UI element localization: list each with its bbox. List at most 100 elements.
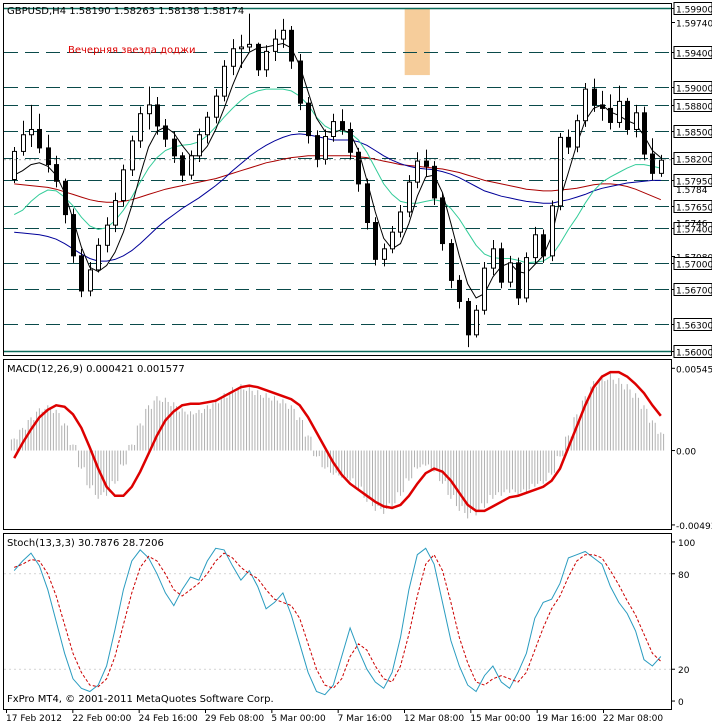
price-tick-label: 1.57650 xyxy=(676,204,712,214)
candle-bull xyxy=(105,224,110,246)
candle-bear xyxy=(608,107,613,123)
candle-bear xyxy=(46,147,51,166)
candle-bear xyxy=(466,300,471,336)
pattern-highlight-box xyxy=(404,8,430,76)
stoch-tick-label: 20 xyxy=(678,666,690,676)
price-tick-label: 1.56300 xyxy=(676,322,712,332)
price-label-box xyxy=(673,2,712,15)
copyright-text: FxPro MT4, © 2001-2011 MetaQuotes Softwa… xyxy=(7,694,274,705)
macd-tick-label: -0.00493 xyxy=(676,522,712,532)
price-tick-label: 1.59740 xyxy=(676,20,712,30)
price-tick-label: 1.56700 xyxy=(676,287,712,297)
time-tick-label: 5 Mar 00:00 xyxy=(271,714,326,724)
macd-signal-line xyxy=(13,370,662,513)
candle-bear xyxy=(289,29,294,62)
candle-bear xyxy=(499,248,504,283)
candle-bull xyxy=(558,136,563,207)
candle-bear xyxy=(650,153,655,174)
candle-bear xyxy=(348,128,353,153)
candle-bull xyxy=(273,38,278,52)
candle-bear xyxy=(440,197,445,245)
candle-bear xyxy=(592,88,597,106)
candle-bull xyxy=(113,200,118,226)
price-tick-label: 1.5784 xyxy=(676,186,708,196)
time-tick-label: 15 Mar 00:00 xyxy=(470,714,530,724)
price-label-box xyxy=(673,222,712,235)
candle-bull xyxy=(96,244,101,271)
price-tick-label: 1.57950 xyxy=(676,178,712,188)
candle-bull xyxy=(12,150,17,180)
price-label-box xyxy=(673,257,712,270)
candle-bear xyxy=(600,104,605,109)
candle-bull xyxy=(659,159,664,174)
price-label-box xyxy=(673,81,712,94)
candle-bear xyxy=(642,112,647,155)
candle-bull xyxy=(323,136,328,160)
price-tick-label: 1.57400 xyxy=(676,226,712,236)
candle-bull xyxy=(415,160,420,183)
price-tick-label: 1.58800 xyxy=(676,103,712,113)
price-tick-label: 1.58200 xyxy=(676,156,712,166)
price-label-box xyxy=(673,46,712,59)
candle-bull xyxy=(205,116,210,136)
price-panel[interactable] xyxy=(3,3,672,356)
candle-bear xyxy=(424,160,429,167)
stoch-tick-label: 80 xyxy=(678,571,690,581)
candle-bull xyxy=(524,257,529,299)
candle-bull xyxy=(264,50,269,71)
candle-bull xyxy=(533,234,538,259)
candle-bear xyxy=(180,155,185,176)
candle-bull xyxy=(382,248,387,260)
price-label-box xyxy=(673,318,712,331)
ma-red-line xyxy=(14,155,661,203)
candle-bull xyxy=(508,262,513,283)
stoch-panel[interactable] xyxy=(3,533,672,710)
price-tick-label: 1.59400 xyxy=(676,50,712,60)
candle-bull xyxy=(390,231,395,250)
candle-bear xyxy=(373,221,378,260)
macd-tick-label: 0.00545 xyxy=(676,365,712,375)
candle-bear xyxy=(298,60,303,104)
candle-bear xyxy=(37,128,42,149)
candle-bull xyxy=(214,95,219,118)
macd-panel[interactable] xyxy=(3,359,672,530)
pattern-annotation: Вечерняя звезда доджи xyxy=(68,45,196,56)
candle-bull xyxy=(138,113,143,142)
candle-bull xyxy=(491,248,496,269)
price-label-box xyxy=(673,152,712,165)
time-tick-label: 22 Feb 00:00 xyxy=(72,714,131,724)
stoch-tick-label: 100 xyxy=(678,539,695,549)
candle-bull xyxy=(583,88,588,122)
candle-bear xyxy=(155,104,160,127)
candle-bull xyxy=(130,140,135,171)
candle-bear xyxy=(457,279,462,302)
time-tick-label: 24 Feb 16:00 xyxy=(139,714,198,724)
candle-bear xyxy=(432,165,437,199)
candle-bull xyxy=(575,120,580,148)
candle-bear xyxy=(356,151,361,185)
candle-bull xyxy=(474,309,479,336)
macd-tick-label: 0.00 xyxy=(676,448,696,458)
candle-bull xyxy=(231,48,236,67)
candle-bull xyxy=(482,267,487,311)
candle-bear xyxy=(306,102,311,137)
candle-bull xyxy=(247,43,252,48)
candle-bear xyxy=(566,136,571,148)
stoch-tick-label: 0 xyxy=(678,698,684,708)
time-tick-label: 19 Mar 16:00 xyxy=(537,714,597,724)
candle-bear xyxy=(365,183,370,223)
price-label-box xyxy=(673,283,712,296)
candle-bear xyxy=(541,234,546,257)
candle-bear xyxy=(340,121,345,130)
price-tick-label: 1.57000 xyxy=(676,261,712,271)
candle-bear xyxy=(54,164,59,182)
price-label-box xyxy=(673,125,712,138)
time-tick-label: 29 Feb 08:00 xyxy=(205,714,264,724)
stoch-signal-line xyxy=(14,552,662,689)
candle-bull xyxy=(197,134,202,157)
candle-bull xyxy=(331,121,336,138)
macd-title: MACD(12,26,9) 0.000421 0.001577 xyxy=(7,364,185,375)
price-tick-label: 1.56000 xyxy=(676,349,712,359)
